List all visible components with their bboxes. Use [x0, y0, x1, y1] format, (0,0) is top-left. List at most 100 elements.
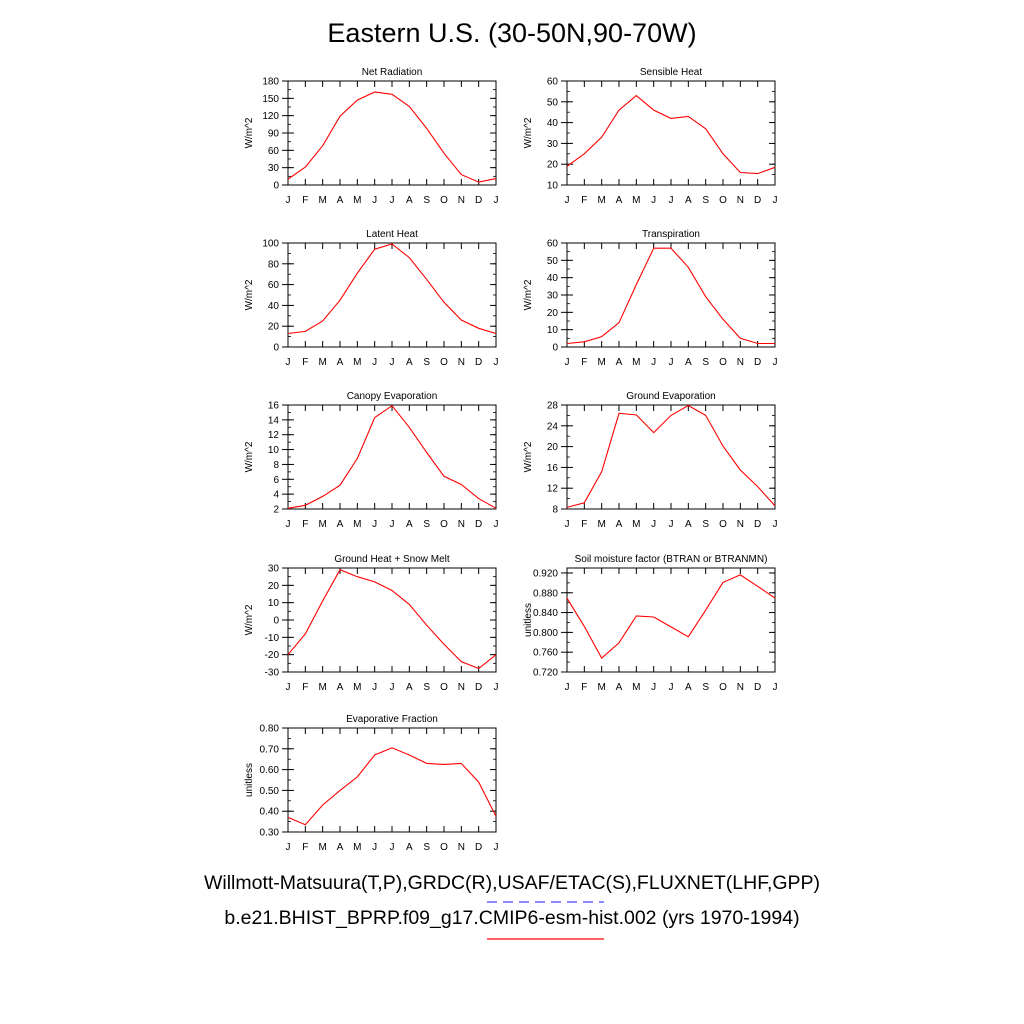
- series-line: [566, 574, 776, 659]
- x-tick-label: S: [423, 842, 430, 853]
- y-tick-label: 12: [547, 484, 559, 495]
- x-tick-label: M: [632, 195, 640, 206]
- x-tick-label: D: [475, 357, 482, 368]
- x-tick-label: J: [669, 519, 674, 530]
- x-tick-label: J: [773, 357, 778, 368]
- y-tick-label: 0: [552, 343, 558, 354]
- plot-frame: [566, 80, 776, 186]
- x-tick-label: M: [318, 357, 326, 368]
- x-tick-label: J: [390, 682, 395, 693]
- y-tick-label: 20: [547, 160, 559, 171]
- x-tick-label: A: [685, 357, 692, 368]
- y-tick-label: 6: [273, 475, 279, 486]
- y-tick-label: 40: [547, 118, 559, 129]
- x-tick-label: A: [337, 842, 344, 853]
- y-tick-label: 0.800: [533, 628, 558, 639]
- x-tick-label: F: [302, 195, 308, 206]
- panel-title: Canopy Evaporation: [347, 391, 438, 402]
- y-tick-label: 4: [273, 490, 279, 501]
- y-tick-label: 16: [547, 463, 559, 474]
- series-line: [287, 243, 497, 335]
- x-tick-label: J: [494, 842, 499, 853]
- x-tick-label: N: [737, 519, 744, 530]
- x-tick-label: A: [616, 519, 623, 530]
- series-line: [287, 404, 497, 509]
- x-tick-label: A: [685, 519, 692, 530]
- x-tick-label: O: [440, 842, 448, 853]
- y-tick-label: 60: [268, 280, 280, 291]
- x-tick-label: J: [773, 519, 778, 530]
- y-tick-label: 0: [273, 616, 279, 627]
- x-tick-label: N: [458, 842, 465, 853]
- x-tick-label: D: [754, 195, 761, 206]
- series-line: [566, 94, 776, 175]
- x-tick-label: M: [597, 357, 605, 368]
- x-tick-label: J: [565, 519, 570, 530]
- y-tick-label: 40: [268, 301, 280, 312]
- x-tick-label: J: [286, 682, 291, 693]
- x-tick-label: O: [719, 682, 727, 693]
- x-tick-label: J: [773, 195, 778, 206]
- x-tick-label: M: [318, 842, 326, 853]
- x-tick-label: J: [669, 682, 674, 693]
- x-tick-label: J: [494, 519, 499, 530]
- panel-title: Ground Heat + Snow Melt: [334, 554, 450, 565]
- x-tick-label: J: [773, 682, 778, 693]
- x-tick-label: F: [581, 357, 587, 368]
- y-tick-label: 12: [268, 430, 280, 441]
- panel-title: Sensible Heat: [640, 67, 702, 78]
- y-tick-label: -30: [265, 668, 280, 679]
- x-tick-label: J: [390, 357, 395, 368]
- y-tick-label: 0.40: [260, 807, 280, 818]
- series-line: [566, 247, 775, 345]
- y-tick-label: 50: [547, 97, 559, 108]
- x-tick-label: A: [337, 519, 344, 530]
- plot-frame: [566, 242, 776, 348]
- x-tick-label: M: [318, 682, 326, 693]
- x-tick-label: J: [372, 357, 377, 368]
- y-axis-label: unitless: [244, 763, 255, 797]
- y-tick-label: 10: [268, 445, 280, 456]
- x-tick-label: J: [565, 682, 570, 693]
- x-tick-label: N: [458, 682, 465, 693]
- x-tick-label: J: [565, 357, 570, 368]
- x-tick-label: J: [651, 682, 656, 693]
- y-tick-label: 30: [268, 564, 280, 575]
- panel-8: J F M A M J J A S O N D J0.7200.7600.8000.8400.8800.…: [523, 554, 778, 693]
- x-tick-label: F: [581, 519, 587, 530]
- x-tick-label: M: [318, 195, 326, 206]
- y-tick-label: 0.30: [260, 828, 280, 839]
- x-tick-label: A: [406, 195, 413, 206]
- x-tick-label: S: [702, 357, 709, 368]
- y-axis-label: W/m^2: [244, 279, 255, 310]
- x-tick-label: S: [423, 682, 430, 693]
- panel-9: J F M A M J J A S O N D J0.300.400.500.600.700.80Eva…: [244, 714, 499, 853]
- x-tick-label: D: [475, 842, 482, 853]
- series-line: [566, 404, 776, 508]
- y-axis-label: W/m^2: [244, 117, 255, 148]
- plot-frame: [287, 242, 497, 348]
- y-tick-label: 30: [268, 163, 280, 174]
- panel-title: Latent Heat: [366, 229, 418, 240]
- x-tick-label: J: [494, 357, 499, 368]
- x-tick-label: A: [337, 357, 344, 368]
- x-tick-label: D: [475, 682, 482, 693]
- x-tick-label: M: [597, 682, 605, 693]
- x-tick-label: M: [318, 519, 326, 530]
- x-tick-label: F: [581, 195, 587, 206]
- x-tick-label: D: [475, 519, 482, 530]
- y-tick-label: 0.80: [260, 724, 280, 735]
- figure-title: Eastern U.S. (30-50N,90-70W): [327, 18, 697, 48]
- x-tick-label: J: [372, 682, 377, 693]
- x-tick-label: J: [286, 519, 291, 530]
- y-tick-label: 0.50: [260, 786, 280, 797]
- x-tick-label: N: [458, 357, 465, 368]
- legend-observed-label: Willmott-Matsuura(T,P),GRDC(R),USAF/ETAC…: [203, 872, 821, 894]
- plot-frame: [566, 404, 776, 510]
- plot-frame: [287, 567, 497, 673]
- y-axis-label: W/m^2: [523, 441, 534, 472]
- y-tick-label: 16: [268, 401, 280, 412]
- x-tick-label: M: [353, 195, 361, 206]
- x-tick-label: N: [458, 195, 465, 206]
